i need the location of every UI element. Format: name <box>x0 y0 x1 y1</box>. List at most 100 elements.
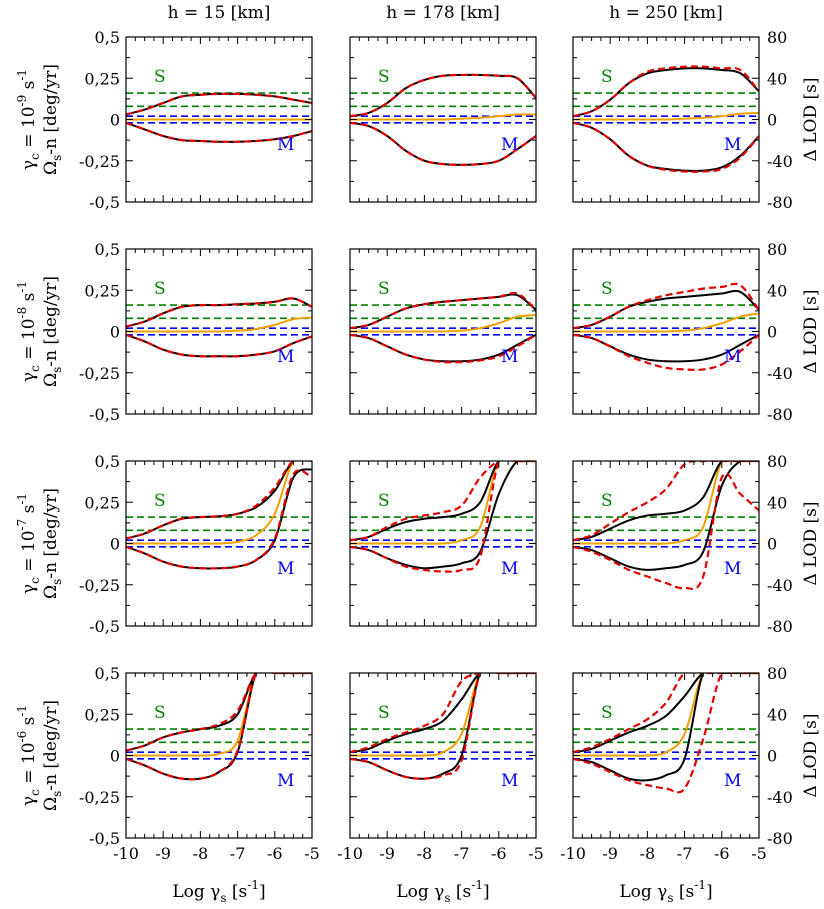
left-axis-label: Ωs-n [deg/yr] <box>41 488 64 599</box>
y-tick-label-right: 80 <box>767 28 787 47</box>
annotation-s: S <box>154 703 166 723</box>
series-red-upper <box>350 291 536 330</box>
annotation-m: M <box>501 559 518 579</box>
y-tick-label-right: -80 <box>767 405 793 424</box>
series-orange <box>573 673 759 757</box>
series-red-lower <box>350 121 536 166</box>
series-orange <box>350 461 536 545</box>
y-tick-label-left: -0,5 <box>89 829 120 848</box>
y-tick-label-right: 0 <box>767 747 777 766</box>
annotation-m: M <box>277 771 294 791</box>
y-tick-label-left: 0,25 <box>84 493 120 512</box>
row-label-gamma-c: γc = 10-7 s-1 <box>15 493 42 594</box>
series-red-lower <box>573 333 759 371</box>
y-tick-label-left: 0,25 <box>84 705 120 724</box>
x-tick-label: -9 <box>155 844 171 863</box>
annotation-s: S <box>378 703 390 723</box>
y-tick-label-left: 0,5 <box>95 240 120 259</box>
series-black-upper <box>350 293 536 330</box>
annotation-s: S <box>378 67 390 87</box>
y-tick-label-right: -40 <box>767 576 793 595</box>
series-orange <box>350 314 536 333</box>
panel-r4-c3: S M 80 40 0 -40 -80 -10 -9 -8 -7 -6 -5 <box>560 664 793 863</box>
annotation-s: S <box>601 703 613 723</box>
annotation-m: M <box>277 347 294 367</box>
series-black-lower <box>573 461 759 571</box>
series-red-lower <box>126 673 312 781</box>
series-orange <box>573 312 759 333</box>
series-red-upper <box>126 461 312 540</box>
series-red-lower <box>126 469 312 570</box>
x-tick-label: -8 <box>417 844 433 863</box>
y-tick-label-right: 40 <box>767 281 787 300</box>
x-tick-label: -6 <box>267 844 283 863</box>
panel-r4-c2: S M -10 -9 -8 -7 -6 -5 <box>337 672 544 863</box>
y-tick-label-right: 40 <box>767 493 787 512</box>
annotation-s: S <box>154 491 166 511</box>
annotation-s: S <box>601 491 613 511</box>
series-red-lower <box>350 461 536 573</box>
series-black-upper <box>350 673 536 754</box>
series-red-upper <box>126 673 312 752</box>
panel-r3-c2: SM <box>349 460 537 627</box>
y-tick-label-right: 0 <box>767 323 777 342</box>
x-axis-label: Log γs [s-1] <box>396 878 489 905</box>
series-red-upper <box>350 673 536 754</box>
annotation-s: S <box>601 67 613 87</box>
right-axis-label: Δ LOD [s] <box>801 714 821 798</box>
y-tick-label-right: -40 <box>767 364 793 383</box>
annotation-m: M <box>277 559 294 579</box>
series-red-lower <box>126 333 312 358</box>
panel-r4-c1: S M 0,5 0,25 0 -0,25 -0,5-10 -9 -8 -7 -6 -5 <box>79 664 320 863</box>
y-tick-label-left: 0 <box>110 111 120 130</box>
series-orange <box>126 316 312 333</box>
panels: SM0,50,250-0,25-0,5SMSM80400-40-80SM0,50… <box>79 28 793 863</box>
x-tick-label: -8 <box>193 844 209 863</box>
x-tick-label: -10 <box>337 844 363 863</box>
series-red-lower <box>126 121 312 143</box>
panel-r3-c1: S M 0,5 0,25 0 -0,25 -0,5 <box>79 452 313 636</box>
series-red-upper <box>573 65 759 118</box>
row-label-gamma-c: γc = 10-8 s-1 <box>15 281 42 382</box>
y-tick-label-left: -0,5 <box>89 617 120 636</box>
annotation-s: S <box>378 279 390 299</box>
y-tick-label-right: 80 <box>767 452 787 471</box>
x-tick-label: -5 <box>528 844 544 863</box>
y-tick-label-right: 80 <box>767 240 787 259</box>
y-tick-label-right: 40 <box>767 705 787 724</box>
y-tick-label-right: -80 <box>767 617 793 636</box>
x-axis-label: Log γs [s-1] <box>172 878 265 905</box>
series-black-lower <box>350 461 536 570</box>
annotation-s: S <box>154 67 166 87</box>
y-tick-label-right: 40 <box>767 69 787 88</box>
x-tick-label: -8 <box>640 844 656 863</box>
y-tick-label-left: -0,25 <box>79 576 120 595</box>
left-axis-label: Ωs-n [deg/yr] <box>41 64 64 175</box>
panel-r2-c2: SM <box>349 248 537 415</box>
x-tick-label: -7 <box>454 844 470 863</box>
x-tick-label: -5 <box>304 844 320 863</box>
y-tick-label-left: -0,5 <box>89 405 120 424</box>
y-tick-label-left: 0,5 <box>95 452 120 471</box>
series-red-lower <box>350 333 536 364</box>
series-red-upper <box>573 282 759 330</box>
annotation-m: M <box>277 135 294 155</box>
y-tick-label-left: 0,5 <box>95 28 120 47</box>
panel-r2-c1: S M 0,5 0,25 0 -0,25 -0,5 <box>79 240 313 424</box>
y-tick-label-right: -80 <box>767 193 793 212</box>
column-title-1: h = 15 [km] <box>168 3 271 23</box>
panel-r1-c3: S M 80 40 0 -40 -80 <box>572 28 793 212</box>
left-axis-label: Ωs-n [deg/yr] <box>41 700 64 811</box>
series-red-upper <box>573 461 759 542</box>
panel-r1-c1: S M 0,5 0,25 0 -0,25 -0,5 <box>79 28 313 212</box>
x-tick-label: -6 <box>491 844 507 863</box>
right-axis-label: Δ LOD [s] <box>801 78 821 162</box>
series-orange <box>350 113 536 121</box>
x-tick-label: -7 <box>677 844 693 863</box>
series-orange <box>573 111 759 121</box>
annotation-s: S <box>154 279 166 299</box>
row-label-gamma-c: γc = 10-6 s-1 <box>15 705 42 806</box>
column-title-3: h = 250 [km] <box>609 3 723 23</box>
right-axis-label: Δ LOD [s] <box>801 502 821 586</box>
